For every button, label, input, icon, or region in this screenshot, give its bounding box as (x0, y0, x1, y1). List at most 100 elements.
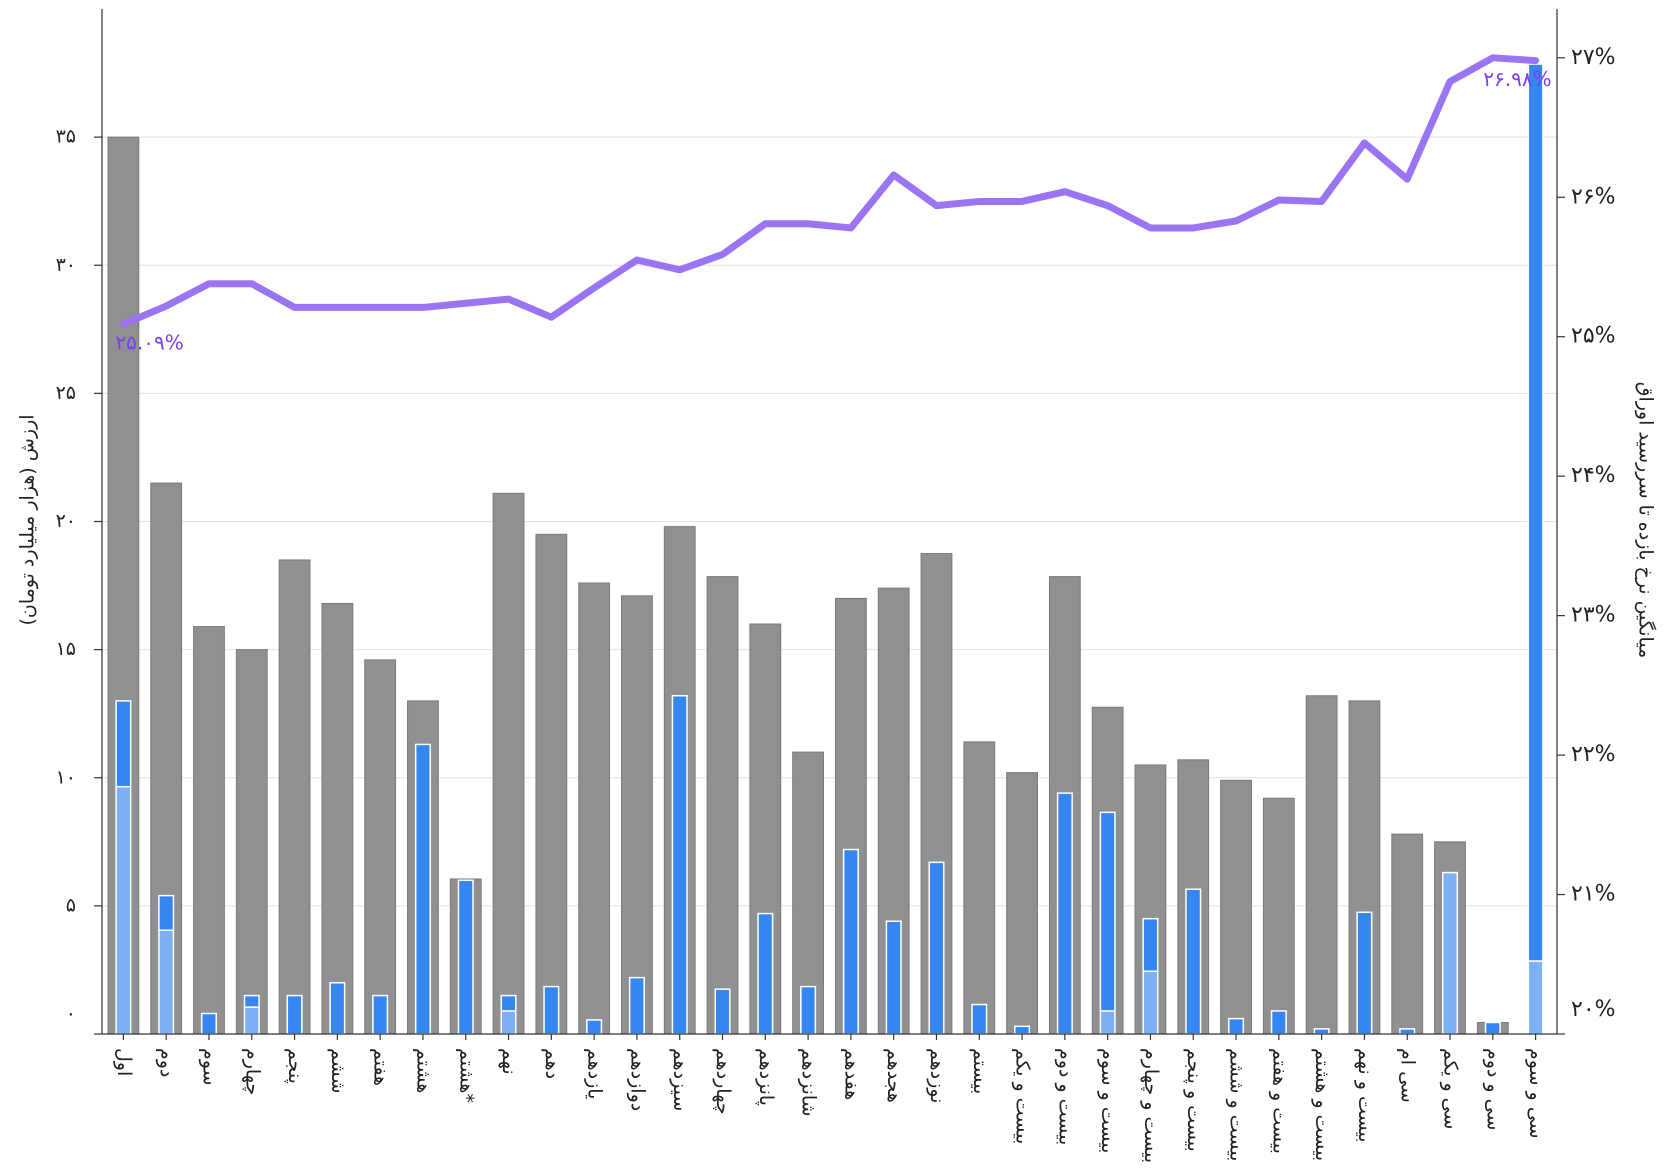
inner-bar-segment (1014, 1025, 1031, 1035)
inner-bar-segment (1313, 1028, 1330, 1035)
inner-bar-segment (1056, 792, 1073, 1035)
bar (535, 533, 568, 1035)
inner-bar-segment (1142, 970, 1159, 1035)
inner-bar-segment (115, 700, 132, 788)
inner-bar-segment (200, 1012, 218, 1035)
x-tick-label: بیست و چهارم (1140, 1048, 1162, 1163)
x-tick-label: بیست و هفتم (1268, 1048, 1290, 1154)
inner-bar-segment (543, 985, 560, 1035)
x-tick-label: پانزدهم (755, 1048, 777, 1106)
inner-bar-segment (457, 879, 474, 1035)
x-tick-label: دوازدهم (626, 1048, 648, 1111)
bar (364, 659, 397, 1035)
x-tick-label: بیست و دوم (1054, 1048, 1076, 1145)
inner-bar-segment (757, 912, 774, 1035)
y-tick-label: ۵ (66, 894, 76, 916)
x-tick-label: بیست و یکم (1012, 1048, 1034, 1144)
inner-bar-segment (286, 994, 303, 1035)
x-tick-label: بیستم (969, 1048, 991, 1094)
y-tick-label: ۲۵ (56, 382, 76, 404)
x-tick-label: دهم (541, 1048, 563, 1079)
bar (1262, 797, 1295, 1035)
x-tick-label: دوم (156, 1048, 178, 1077)
y2-tick-label: ۲۴% (1571, 463, 1616, 488)
bar (235, 649, 268, 1035)
inner-bar-segment (714, 988, 731, 1035)
y-tick-label: ۳۵ (56, 126, 76, 148)
x-tick-label: ششم (327, 1048, 349, 1094)
inner-bar-segment (500, 994, 517, 1012)
y2-tick-label: ۲۶% (1571, 184, 1616, 209)
inner-bar-segment (115, 785, 132, 1035)
inner-bar-segment (158, 894, 175, 931)
x-tick-label: بیست و سوم (1097, 1048, 1119, 1153)
y-tick-label: ۰ (66, 1003, 76, 1025)
y-tick-label: ۱۵ (56, 638, 76, 660)
y2-tick-label: ۲۱% (1571, 882, 1616, 907)
x-tick-label: اول (113, 1048, 135, 1076)
bar (321, 603, 354, 1035)
inner-bar-segment (1185, 888, 1202, 1035)
x-tick-label: هفتم (370, 1048, 392, 1086)
inner-bar-segment (1527, 960, 1544, 1035)
x-tick-label: سی و سوم (1525, 1048, 1547, 1139)
inner-bar-segment (671, 695, 688, 1035)
x-tick-label: هشتم* (455, 1048, 477, 1103)
bar (963, 741, 996, 1035)
bar (193, 626, 225, 1035)
inner-bar-segment (1356, 911, 1373, 1035)
data-label: ۲۵.۰۹% (115, 331, 183, 355)
inner-bar-segment (372, 994, 389, 1035)
inner-bar-segment (885, 920, 902, 1035)
line (119, 54, 1540, 328)
inner-bar-segment (1228, 1017, 1245, 1035)
inner-bar-segment (971, 1003, 988, 1035)
x-tick-label: هفدهم (840, 1048, 862, 1100)
x-tick-label: هشتم (412, 1048, 434, 1093)
inner-bar-segment (800, 985, 817, 1035)
y-axis-title: ارزش (هزار میلیارد تومان) (17, 414, 39, 625)
y-tick-label: ۲۰ (56, 510, 76, 532)
bar (1391, 833, 1424, 1035)
bar (1220, 779, 1252, 1035)
x-tick-label: نهم (498, 1048, 520, 1075)
x-tick-label: بیست و پنجم (1183, 1048, 1205, 1152)
x-tick-label: هجدهم (883, 1048, 905, 1103)
x-tick-label: بیست و ششم (1226, 1048, 1248, 1161)
y2-tick-label: ۲۰% (1571, 997, 1616, 1022)
x-tick-label: سی ام (1397, 1048, 1419, 1103)
inner-bar-segment (628, 976, 645, 1035)
x-tick-label: یازدهم (584, 1048, 606, 1099)
inner-bar-segment (842, 848, 859, 1035)
inner-bar-segment (1270, 1010, 1287, 1035)
inner-bar-segment (500, 1010, 517, 1035)
inner-bar-segment (1399, 1028, 1416, 1035)
bar (578, 582, 611, 1035)
bar (706, 576, 739, 1035)
inner-bar-segment (1099, 811, 1116, 1012)
y2-tick-label: ۲۷% (1571, 45, 1616, 70)
inner-bar-segment (928, 861, 945, 1035)
x-tick-label: شانزدهم (798, 1048, 820, 1117)
data-label: ۲۶.۹۸% (1483, 67, 1551, 91)
x-tick-label: سی و دوم (1482, 1048, 1504, 1130)
inner-bar-segment (1441, 871, 1459, 1035)
y-tick-label: ۱۰ (56, 766, 76, 788)
bar (1006, 772, 1038, 1035)
x-tick-label: بیست و هشتم (1311, 1048, 1333, 1161)
inner-bar-segment (1527, 63, 1544, 962)
inner-bar-segment (329, 982, 346, 1035)
x-tick-label: سی و یکم (1440, 1048, 1462, 1129)
x-tick-label: پنجم (284, 1048, 306, 1084)
inner-bar-segment (243, 1006, 260, 1035)
bar (492, 492, 525, 1035)
inner-bar-segment (586, 1019, 603, 1035)
inner-bar-segment (243, 994, 260, 1008)
y2-tick-label: ۲۲% (1571, 742, 1616, 767)
bar (1305, 695, 1338, 1035)
x-tick-label: سوم (198, 1048, 220, 1086)
x-tick-label: بیست و نهم (1354, 1048, 1376, 1143)
inner-bar-segment (1142, 917, 1159, 972)
bar (621, 595, 653, 1035)
